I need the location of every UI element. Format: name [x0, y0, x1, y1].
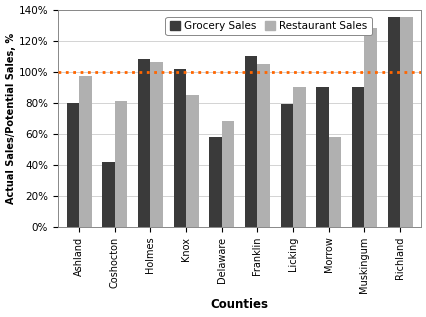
Bar: [186, 95, 198, 227]
Bar: [138, 59, 150, 227]
Bar: [221, 121, 234, 227]
Bar: [209, 137, 221, 227]
Bar: [102, 162, 115, 227]
Bar: [173, 68, 186, 227]
Bar: [66, 103, 79, 227]
Bar: [316, 87, 328, 227]
Y-axis label: Actual Sales/Potential Sales, %: Actual Sales/Potential Sales, %: [6, 33, 15, 204]
Bar: [292, 87, 305, 227]
X-axis label: Counties: Counties: [210, 298, 268, 311]
Bar: [399, 17, 412, 227]
Bar: [79, 76, 91, 227]
Bar: [150, 62, 162, 227]
Legend: Grocery Sales, Restaurant Sales: Grocery Sales, Restaurant Sales: [165, 17, 371, 35]
Bar: [115, 101, 127, 227]
Bar: [387, 17, 399, 227]
Bar: [280, 104, 292, 227]
Bar: [257, 64, 269, 227]
Bar: [328, 137, 340, 227]
Bar: [351, 87, 363, 227]
Bar: [363, 28, 376, 227]
Bar: [245, 56, 257, 227]
